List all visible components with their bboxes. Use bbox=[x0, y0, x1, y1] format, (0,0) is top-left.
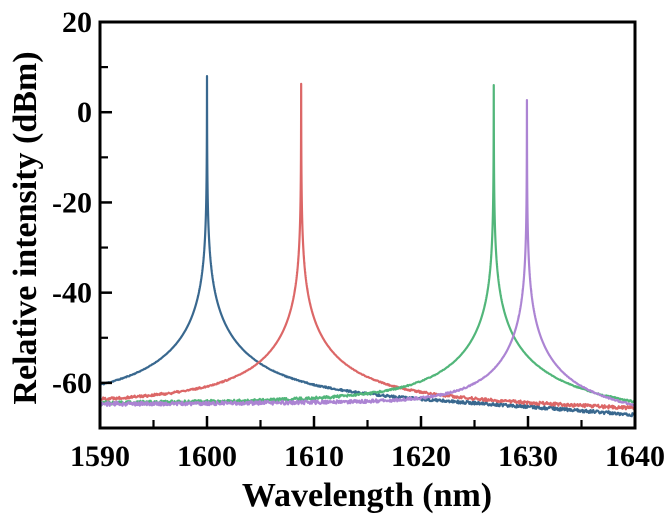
x-tick-label: 1600 bbox=[177, 440, 237, 473]
axes-layer: 1590 1600 1610 1620 1630 1640 20 0 -20 -40 -60 bbox=[52, 6, 665, 473]
x-tick-label: 1610 bbox=[284, 440, 344, 473]
x-tick-label: 1590 bbox=[70, 440, 130, 473]
y-tick-label: -40 bbox=[52, 277, 92, 310]
y-tick-label: -60 bbox=[52, 367, 92, 400]
y-axis-title: Relative intensity (dBm) bbox=[7, 51, 44, 404]
trace-laser-line-1600nm bbox=[98, 75, 637, 418]
x-tick-label: 1630 bbox=[498, 440, 558, 473]
trace-laser-line-1627nm bbox=[98, 84, 636, 406]
x-axis-title: Wavelength (nm) bbox=[242, 477, 492, 514]
y-tick-label: 0 bbox=[77, 96, 92, 129]
x-tick-label: 1640 bbox=[605, 440, 665, 473]
y-tick-label: -20 bbox=[52, 186, 92, 219]
y-tick-label: 20 bbox=[62, 6, 92, 39]
trace-laser-line-1630nm bbox=[98, 98, 636, 407]
x-tick-label: 1620 bbox=[391, 440, 451, 473]
trace-laser-line-1609nm bbox=[98, 82, 636, 411]
plot-frame bbox=[98, 20, 637, 430]
traces-layer bbox=[98, 75, 637, 418]
